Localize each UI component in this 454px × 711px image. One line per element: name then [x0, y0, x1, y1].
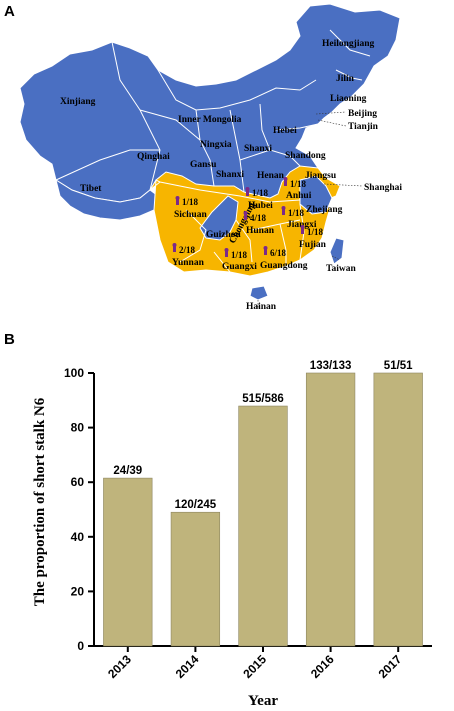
bar-data-label: 133/133 [310, 360, 352, 372]
label-gansu: Gansu [190, 160, 217, 170]
province-chongqing-guizhou [199, 195, 239, 241]
label-liaoning: Liaoning [330, 94, 367, 104]
bar-data-label: 24/39 [113, 465, 142, 477]
leader-lines [257, 111, 363, 308]
pin-sichuan: 1/18 [175, 196, 199, 207]
label-jiangsu: Jiangsu [305, 171, 337, 181]
y-tick-label: 0 [77, 639, 84, 653]
count-jiangxi: 1/18 [288, 208, 305, 218]
label-guangxi: Guangxi [222, 262, 257, 272]
y-tick-label: 60 [71, 475, 85, 489]
count-anhui: 1/18 [290, 179, 307, 189]
y-axis: 0 20 40 60 80 100 [64, 366, 95, 653]
label-hebei: Hebei [273, 126, 297, 136]
panel-a-label: A [4, 3, 15, 20]
label-anhui: Anhui [286, 191, 312, 201]
y-tick-label: 80 [71, 421, 85, 435]
label-jiangxi: Jiangxi [287, 220, 317, 230]
label-hainan: Hainan [246, 302, 277, 312]
y-tick-label: 20 [71, 584, 85, 598]
count-sichuan: 1/18 [182, 197, 199, 207]
y-tick-label: 100 [64, 366, 84, 380]
china-province-map: Heilongjiang Jilin Liaoning Beijing Tian… [19, 3, 402, 312]
label-yunnan: Yunnan [172, 258, 205, 268]
label-henan: Henan [257, 171, 285, 181]
pin-jiangxi: 1/18 [281, 206, 305, 218]
pin-hunan: 4/18 [243, 211, 267, 223]
label-shaanxi: Shanxi [216, 170, 244, 180]
x-axis: 2013 2014 2015 2016 2017 [94, 645, 432, 681]
x-tick-label: 2014 [173, 652, 202, 681]
x-tick-label: 2017 [376, 652, 405, 681]
count-fujian: 1/18 [307, 227, 324, 237]
pin-guangxi: 1/18 [224, 248, 248, 260]
label-fujian: Fujian [299, 240, 327, 250]
pin-fujian: 1/18 [300, 225, 324, 237]
label-hubei: Hubei [248, 201, 273, 211]
bar-data-label: 120/245 [175, 499, 217, 511]
label-xinjiang: Xinjiang [60, 97, 96, 107]
x-tick-label: 2015 [240, 652, 269, 681]
y-axis-title: The proportion of short stalk N6 [32, 397, 48, 606]
x-tick-label: 2013 [105, 652, 134, 681]
pin-guangdong: 6/18 [263, 246, 287, 258]
count-yunnan: 2/18 [179, 245, 196, 255]
label-inner-mongolia: Inner Mongolia [178, 115, 242, 125]
bar-data-label: 51/51 [384, 360, 413, 372]
label-ningxia: Ningxia [200, 140, 232, 150]
label-taiwan: Taiwan [326, 264, 356, 274]
label-tibet: Tibet [80, 184, 102, 194]
count-guangdong: 6/18 [270, 248, 287, 258]
x-tick-label: 2016 [308, 652, 337, 681]
label-guangdong: Guangdong [260, 261, 308, 271]
bar-2016 [305, 372, 356, 647]
label-shanxi: Shanxi [244, 144, 272, 154]
pin-yunnan: 2/18 [172, 243, 196, 255]
label-beijing: Beijing [348, 109, 377, 119]
bars: 24/39 120/245 515/586 133/133 51/51 [103, 360, 423, 647]
province-zhejiang [299, 175, 333, 215]
label-hunan: Hunan [246, 226, 275, 236]
label-heilongjiang: Heilongjiang [322, 39, 375, 49]
bar-2013 [103, 477, 153, 647]
province-borders [55, 29, 371, 273]
label-shandong: Shandong [285, 151, 326, 161]
y-tick-label: 40 [71, 530, 85, 544]
bar-2015 [238, 405, 288, 647]
bar-2014 [170, 511, 221, 647]
province-hainan-shape [249, 285, 269, 301]
label-shanghai: Shanghai [364, 183, 402, 193]
pin-anhui: 1/18 [283, 177, 307, 189]
label-zhejiang: Zhejiang [306, 205, 343, 215]
count-guangxi: 1/18 [231, 250, 248, 260]
label-qinghai: Qinghai [137, 152, 170, 162]
label-tianjin: Tianjin [348, 122, 379, 132]
label-sichuan: Sichuan [174, 210, 207, 220]
province-region-south [149, 165, 341, 277]
label-guizhou: Guizhou [206, 230, 242, 240]
count-hubei: 1/18 [252, 188, 269, 198]
province-taiwan-shape [329, 237, 345, 265]
panel-b-label: B [4, 331, 15, 348]
bar-2017 [373, 372, 423, 647]
pin-hubei: 1/18 [245, 187, 269, 198]
bar-data-label: 515/586 [242, 393, 284, 405]
x-axis-title: Year [248, 693, 278, 709]
count-hunan: 4/18 [250, 213, 267, 223]
label-jilin: Jilin [336, 74, 355, 84]
bar-chart: 0 20 40 60 80 100 2013 2014 2015 2016 2017 24/39 1… [32, 360, 432, 709]
